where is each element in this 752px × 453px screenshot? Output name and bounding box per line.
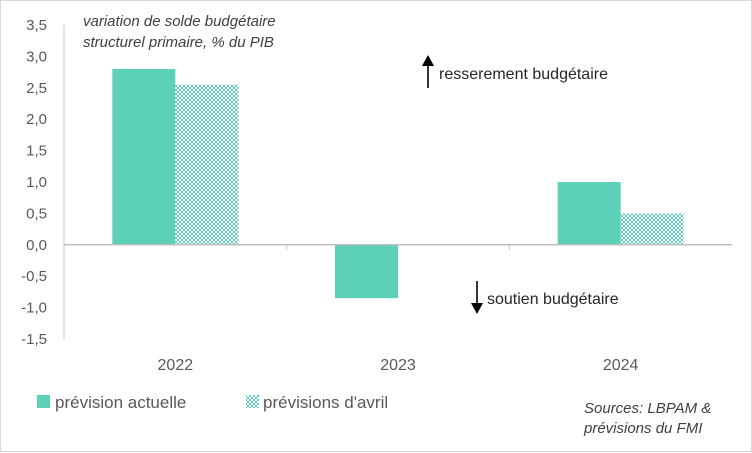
annotation-tightening: resserement budgétaire <box>439 66 608 83</box>
y-tick-label: -1,5 <box>21 331 47 348</box>
x-axis-category-labels: 2022 2023 2024 <box>158 357 639 374</box>
chart-title-line-2: structurel primaire, % du PIB <box>83 34 274 51</box>
legend-label-april: prévisions d'avril <box>263 393 388 412</box>
y-tick-label: -0,5 <box>21 268 47 285</box>
x-category-label: 2023 <box>380 357 416 374</box>
source-line-1: Sources: LBPAM & <box>584 400 711 417</box>
y-tick-label: 2,5 <box>26 80 47 97</box>
x-category-label: 2024 <box>603 357 639 374</box>
source-line-2: prévisions du FMI <box>583 420 702 437</box>
bar-2024-series-1 <box>620 213 684 245</box>
y-tick-label: 1,0 <box>26 174 47 191</box>
y-tick-label: 3,5 <box>26 17 47 34</box>
y-axis-tick-labels: 3,5 3,0 2,5 2,0 1,5 1,0 0,5 0,0 -0,5 -1,0 -1,5 <box>21 17 47 348</box>
up-arrow-icon <box>422 55 434 88</box>
bar-2023-series-0 <box>335 244 398 299</box>
bar-2024-series-0 <box>557 182 621 245</box>
y-tick-label: 0,0 <box>26 237 47 254</box>
annotation-support: soutien budgétaire <box>487 291 619 308</box>
y-tick-label: -1,0 <box>21 300 47 317</box>
legend-swatch-current <box>37 395 50 408</box>
legend-swatch-april <box>246 395 259 408</box>
x-category-label: 2022 <box>158 357 194 374</box>
bar-2022-series-1 <box>175 84 239 245</box>
bars <box>112 68 684 299</box>
y-tick-label: 1,5 <box>26 143 47 160</box>
y-tick-label: 0,5 <box>26 205 47 222</box>
legend: prévision actuelle prévisions d'avril <box>37 393 388 412</box>
y-tick-label: 3,0 <box>26 48 47 65</box>
bar-2022-series-0 <box>112 68 176 245</box>
chart-title-line-1: variation de solde budgétaire <box>83 13 276 30</box>
y-tick-label: 2,0 <box>26 111 47 128</box>
down-arrow-icon <box>471 281 483 314</box>
x-axis-ticks <box>286 244 510 250</box>
legend-label-current: prévision actuelle <box>55 393 186 412</box>
